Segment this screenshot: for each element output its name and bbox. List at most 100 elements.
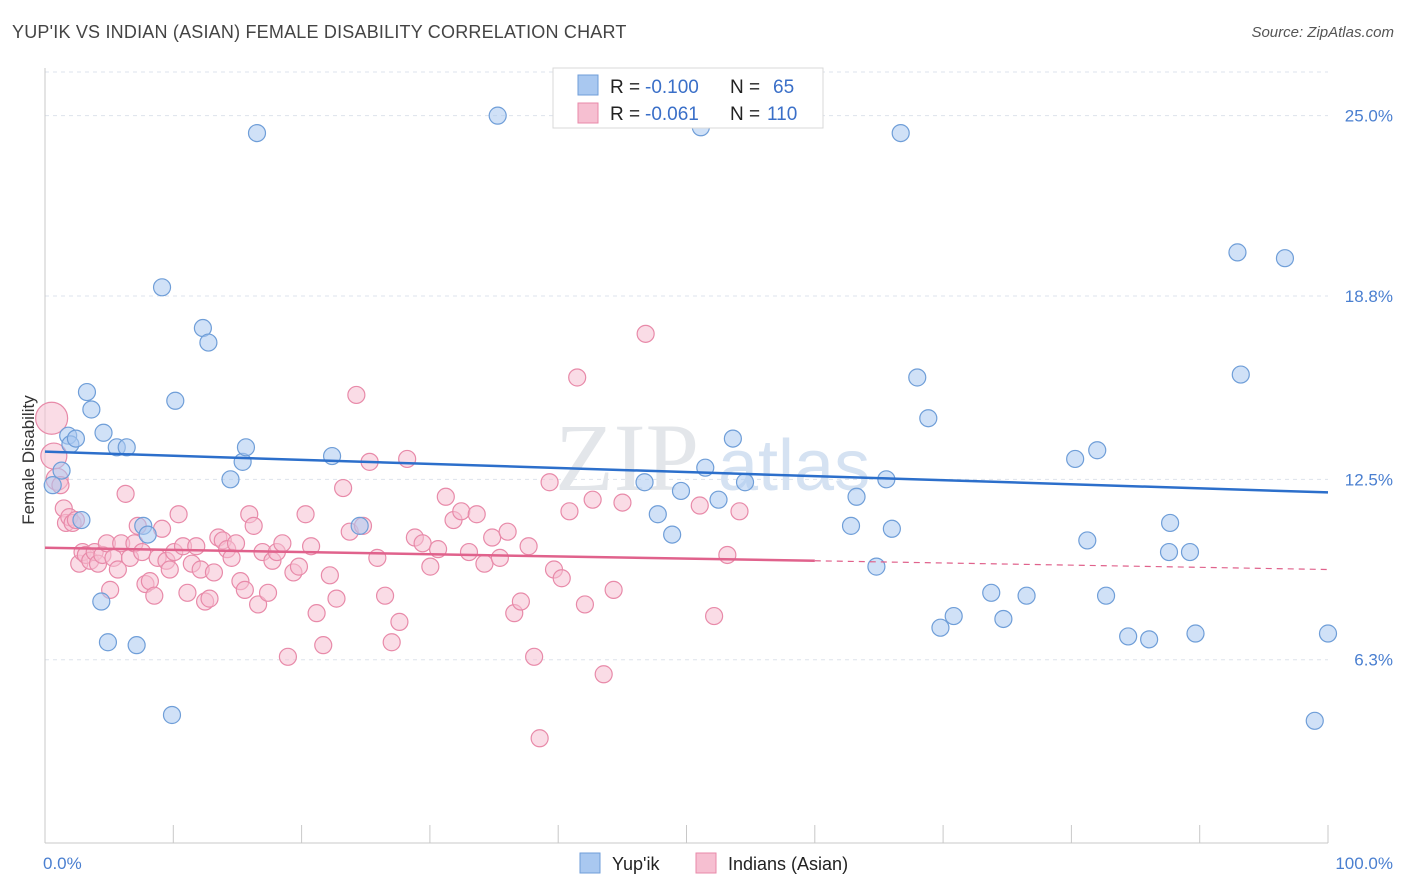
indian-point-0	[35, 401, 69, 435]
indian-point-98	[560, 502, 579, 521]
indian-point-95	[540, 473, 559, 492]
grid-lines	[45, 71, 1328, 661]
indian-point-85	[467, 505, 486, 524]
indian-point-51	[244, 516, 263, 535]
yupik-point-0	[43, 476, 62, 495]
yupik-point-20	[199, 333, 218, 352]
bottom-legend-swatch-indian	[695, 852, 717, 874]
trend-line-yupik	[44, 450, 1329, 494]
yupik-point-38	[847, 487, 866, 506]
indian-point-62	[301, 537, 321, 556]
yupik-point-58	[1180, 542, 1200, 562]
yupik-point-27	[488, 106, 507, 125]
indian-point-83	[452, 502, 471, 521]
yupik-point-15	[138, 525, 157, 544]
yupik-point-26	[350, 516, 369, 535]
yupik-point-64	[1318, 624, 1338, 643]
yupik-point-52	[1088, 441, 1107, 460]
indian-point-79	[421, 557, 440, 576]
yupik-point-42	[891, 123, 910, 143]
indian-point-74	[382, 633, 401, 652]
yupik-point-45	[931, 618, 950, 637]
yupik-point-24	[247, 123, 267, 143]
trend-line-indian-extension	[814, 560, 1329, 571]
yupik-point-56	[1159, 542, 1179, 562]
yupik-point-43	[908, 368, 927, 387]
indian-point-87	[483, 528, 502, 547]
yupik-point-59	[1186, 624, 1205, 643]
indian-point-42	[204, 563, 224, 582]
yupik-point-54	[1119, 627, 1138, 646]
chart-source: Source: ZipAtlas.com	[1251, 24, 1394, 41]
indian-point-86	[475, 554, 494, 573]
indian-point-102	[594, 665, 613, 684]
indian-point-94	[530, 729, 549, 748]
indian-point-104	[613, 493, 632, 512]
yupik-point-44	[919, 409, 938, 428]
legend-n-value-2: 110	[767, 104, 797, 125]
yupik-point-21	[221, 470, 240, 489]
indian-point-61	[296, 505, 315, 524]
yupik-point-50	[1066, 449, 1085, 469]
yupik-point-46	[944, 606, 963, 626]
indian-point-41	[200, 589, 219, 608]
yupik-point-5	[72, 510, 91, 530]
yupik-point-18	[166, 391, 185, 410]
indian-point-64	[314, 636, 333, 655]
indian-point-25	[133, 542, 152, 562]
legend-swatch-yupik	[577, 74, 599, 96]
x-tick-label-1: 100.0%	[1335, 854, 1393, 873]
indian-point-65	[320, 566, 339, 585]
yupik-point-34	[709, 490, 728, 509]
yupik-point-60	[1228, 243, 1247, 262]
x-tick-label-0: 0.0%	[43, 854, 82, 873]
series-indians-asian	[35, 324, 749, 748]
indian-point-99	[568, 368, 587, 387]
indian-point-100	[575, 595, 595, 614]
yupik-point-9	[94, 423, 113, 442]
y-tick-labels: 6.3% 12.5% 18.8% 25.0%	[1345, 107, 1393, 670]
indian-point-75	[390, 612, 409, 631]
indian-point-84	[459, 542, 479, 562]
indian-point-63	[307, 604, 326, 623]
indian-point-28	[145, 586, 164, 605]
yupik-point-1	[52, 461, 71, 480]
x-tick-labels: 0.0% 100.0%	[43, 854, 1393, 873]
y-tick-label-2: 18.8%	[1345, 287, 1393, 306]
y-axis-label: Female Disability	[19, 395, 38, 525]
y-tick-label-3: 25.0%	[1345, 107, 1393, 126]
indian-point-93	[525, 647, 544, 666]
trend-lines	[44, 450, 1329, 571]
indian-point-66	[327, 589, 346, 608]
indian-point-91	[511, 592, 530, 611]
legend-n-label-1: N =	[730, 77, 760, 98]
indian-point-81	[436, 487, 455, 506]
yupik-point-63	[1305, 711, 1324, 730]
indian-point-49	[235, 580, 254, 599]
yupik-point-62	[1275, 249, 1295, 268]
yupik-point-35	[723, 429, 742, 448]
legend-n-label-2: N =	[730, 104, 760, 125]
indian-point-32	[160, 560, 179, 579]
indian-point-78	[413, 534, 432, 553]
indian-point-38	[187, 537, 206, 556]
indian-point-58	[278, 647, 298, 666]
indian-point-76	[398, 449, 417, 469]
indian-point-57	[273, 534, 292, 553]
indian-point-73	[375, 586, 395, 605]
indian-point-107	[705, 606, 724, 626]
legend-swatch-indian	[577, 102, 599, 124]
indian-point-67	[334, 478, 353, 498]
yupik-point-12	[117, 438, 136, 457]
legend-r-value-1: -0.100	[645, 77, 699, 98]
legend-r-value-2: -0.061	[645, 104, 699, 125]
indian-point-54	[258, 583, 278, 602]
yupik-point-55	[1140, 630, 1159, 649]
yupik-point-53	[1096, 586, 1116, 605]
indian-point-21	[116, 484, 135, 503]
yupik-point-39	[867, 557, 886, 576]
trend-line-indian	[44, 546, 815, 563]
yupik-point-7	[82, 400, 101, 419]
yupik-point-4	[66, 429, 86, 448]
